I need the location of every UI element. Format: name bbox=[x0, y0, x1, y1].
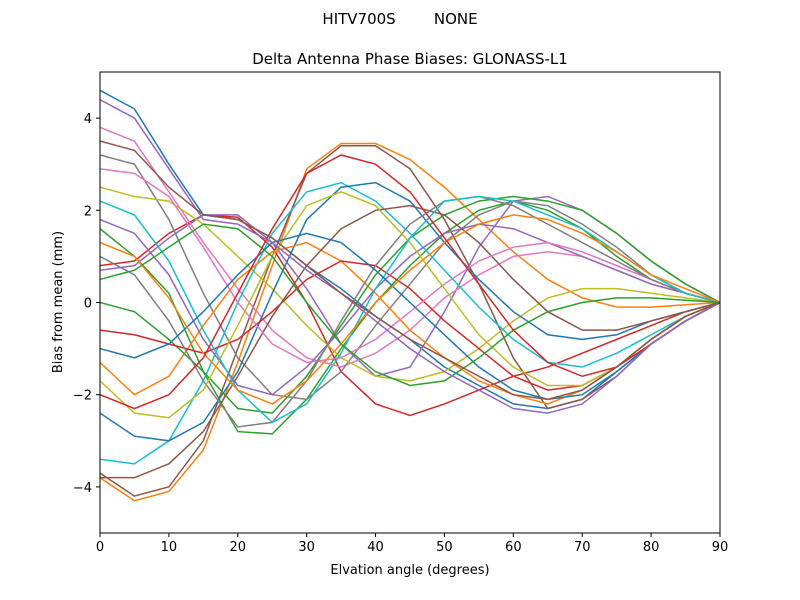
series-line-8 bbox=[100, 154, 720, 401]
x-tick-label: 50 bbox=[436, 540, 453, 555]
x-tick-label: 90 bbox=[712, 540, 729, 555]
y-tick-label: 2 bbox=[84, 204, 92, 219]
series-line-2 bbox=[100, 142, 720, 502]
series-line-24 bbox=[100, 154, 720, 410]
chart-suptitle: HITV700S NONE bbox=[322, 10, 477, 28]
series-line-22 bbox=[100, 214, 720, 405]
series-line-19 bbox=[100, 191, 720, 419]
x-tick-label: 70 bbox=[574, 540, 591, 555]
x-tick-label: 30 bbox=[298, 540, 315, 555]
chart-title: Delta Antenna Phase Biases: GLONASS-L1 bbox=[252, 50, 568, 68]
series-line-25 bbox=[100, 98, 720, 414]
series-line-15 bbox=[100, 218, 720, 396]
series-line-11 bbox=[100, 181, 720, 442]
series-line-23 bbox=[100, 223, 720, 387]
x-axis: 0 10 20 30 40 50 60 70 80 90 bbox=[96, 533, 728, 555]
series-group bbox=[100, 89, 720, 502]
x-tick-label: 40 bbox=[367, 540, 384, 555]
y-axis-label: Bias from mean (mm) bbox=[51, 231, 66, 373]
series-line-14 bbox=[100, 260, 720, 391]
y-tick-label: −2 bbox=[73, 389, 92, 404]
series-line-21 bbox=[100, 232, 720, 401]
x-tick-label: 20 bbox=[230, 540, 247, 555]
series-line-17 bbox=[100, 168, 720, 364]
y-axis: −4 −2 0 2 4 bbox=[73, 112, 100, 496]
x-tick-label: 0 bbox=[96, 540, 104, 555]
x-tick-label: 80 bbox=[643, 540, 660, 555]
y-tick-label: −4 bbox=[73, 481, 92, 496]
series-line-26 bbox=[100, 140, 720, 401]
x-tick-label: 10 bbox=[161, 540, 178, 555]
x-axis-label: Elvation angle (degrees) bbox=[330, 563, 489, 578]
y-tick-label: 4 bbox=[84, 112, 92, 127]
x-tick-label: 60 bbox=[505, 540, 522, 555]
y-tick-label: 0 bbox=[84, 297, 92, 312]
series-line-16 bbox=[100, 204, 720, 479]
series-line-18 bbox=[100, 195, 720, 428]
